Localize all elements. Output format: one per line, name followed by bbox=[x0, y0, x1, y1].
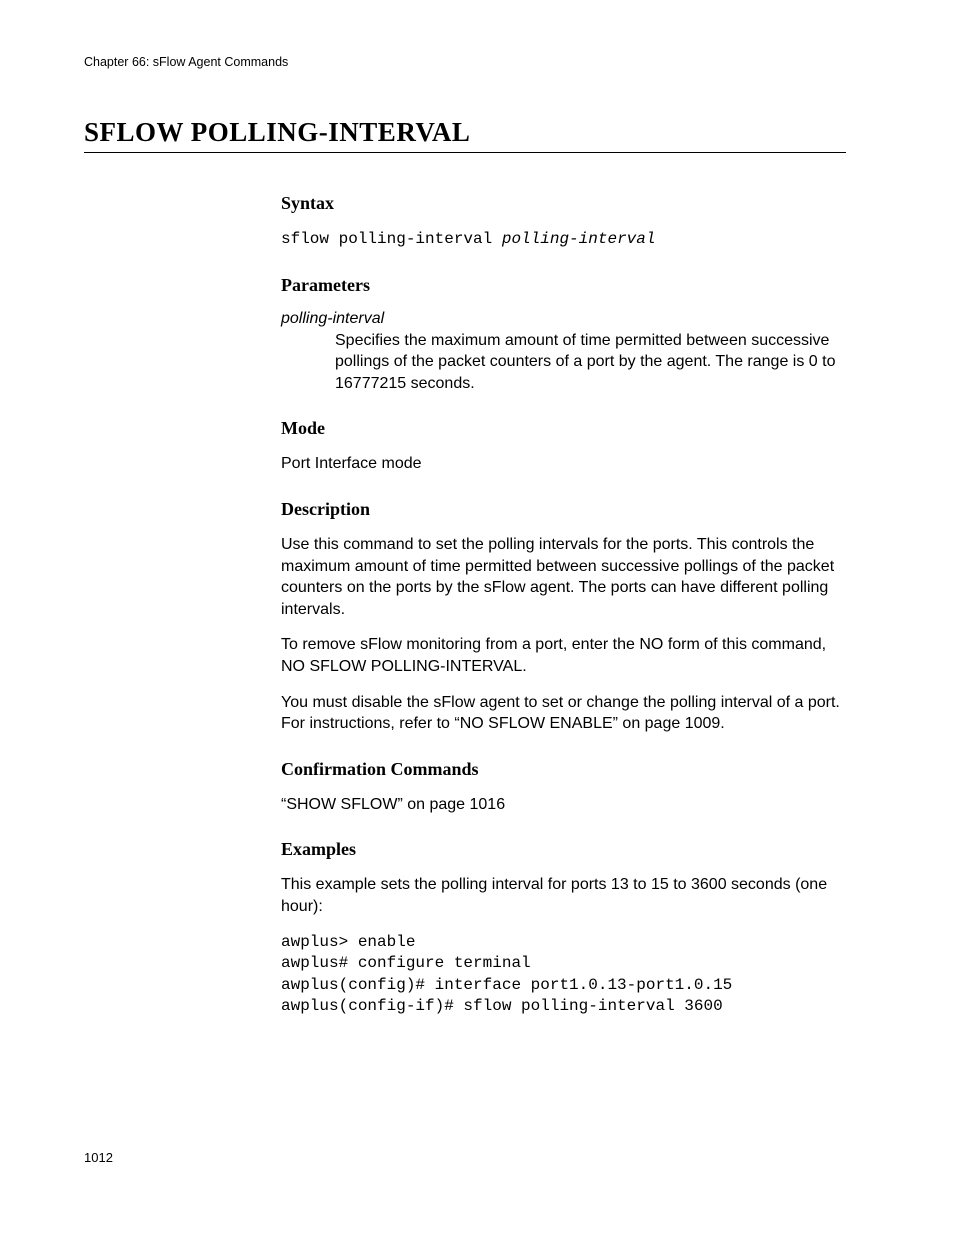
heading-examples: Examples bbox=[281, 839, 846, 860]
syntax-command: sflow polling-interval bbox=[281, 230, 502, 248]
parameter-term: polling-interval bbox=[281, 310, 846, 328]
heading-description: Description bbox=[281, 499, 846, 520]
syntax-argument: polling-interval bbox=[502, 230, 656, 248]
parameter-description: Specifies the maximum amount of time per… bbox=[335, 330, 846, 395]
mode-text: Port Interface mode bbox=[281, 453, 846, 475]
heading-mode: Mode bbox=[281, 418, 846, 439]
running-header: Chapter 66: sFlow Agent Commands bbox=[84, 55, 846, 69]
heading-parameters: Parameters bbox=[281, 275, 846, 296]
description-p1: Use this command to set the polling inte… bbox=[281, 534, 846, 620]
syntax-line: sflow polling-interval polling-interval bbox=[281, 228, 846, 251]
heading-syntax: Syntax bbox=[281, 193, 846, 214]
page: Chapter 66: sFlow Agent Commands SFLOW P… bbox=[0, 0, 954, 1235]
page-title: SFLOW POLLING-INTERVAL bbox=[84, 117, 846, 153]
heading-confirmation: Confirmation Commands bbox=[281, 759, 846, 780]
description-p3: You must disable the sFlow agent to set … bbox=[281, 692, 846, 735]
page-number: 1012 bbox=[84, 1150, 113, 1165]
confirmation-text: “SHOW SFLOW” on page 1016 bbox=[281, 794, 846, 816]
examples-code: awplus> enable awplus# configure termina… bbox=[281, 932, 846, 1018]
examples-intro: This example sets the polling interval f… bbox=[281, 874, 846, 917]
description-p2: To remove sFlow monitoring from a port, … bbox=[281, 634, 846, 677]
content-column: Syntax sflow polling-interval polling-in… bbox=[281, 193, 846, 1018]
